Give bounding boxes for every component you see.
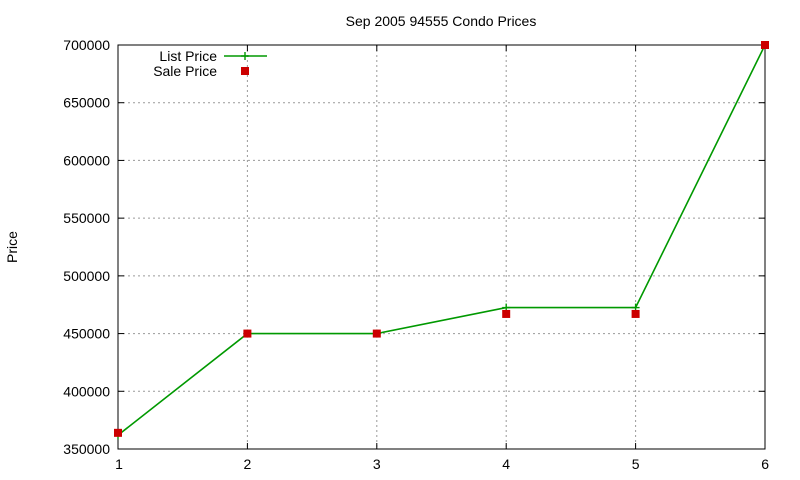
sale-price-point: [631, 309, 640, 318]
legend-label: List Price: [159, 48, 217, 64]
y-tick-label: 650000: [63, 95, 110, 111]
y-tick-label: 700000: [63, 37, 110, 53]
sale-price-point: [761, 41, 769, 49]
grid-lines: [118, 45, 765, 449]
y-tick-label: 600000: [63, 152, 110, 168]
plot-frame: [117, 44, 766, 450]
y-tick-label: 550000: [63, 210, 110, 226]
sale-price-point: [502, 309, 511, 318]
chart-title: Sep 2005 94555 Condo Prices: [346, 13, 537, 29]
legend-square-swatch: [241, 67, 249, 75]
axis-ticks: 350000 400000 450000 500000 550000 600000 6500…: [63, 37, 769, 472]
sale-price-point: [372, 329, 381, 338]
x-tick-label: 4: [502, 456, 510, 472]
y-tick-label: 500000: [63, 268, 110, 284]
x-tick-label: 6: [761, 456, 769, 472]
data-series: [114, 41, 769, 440]
x-tick-label: 5: [632, 456, 640, 472]
y-tick-label: 450000: [63, 326, 110, 342]
x-tick-label: 1: [115, 456, 123, 472]
x-tick-label: 3: [373, 456, 381, 472]
y-tick-label: 350000: [63, 441, 110, 457]
y-axis-label: Price: [4, 231, 20, 263]
sale-price-point: [243, 329, 252, 338]
list-price-line: [117, 44, 766, 436]
legend-label: Sale Price: [153, 63, 217, 79]
x-tick-label: 2: [244, 456, 252, 472]
y-tick-label: 400000: [63, 383, 110, 399]
sale-price-point: [114, 428, 122, 437]
